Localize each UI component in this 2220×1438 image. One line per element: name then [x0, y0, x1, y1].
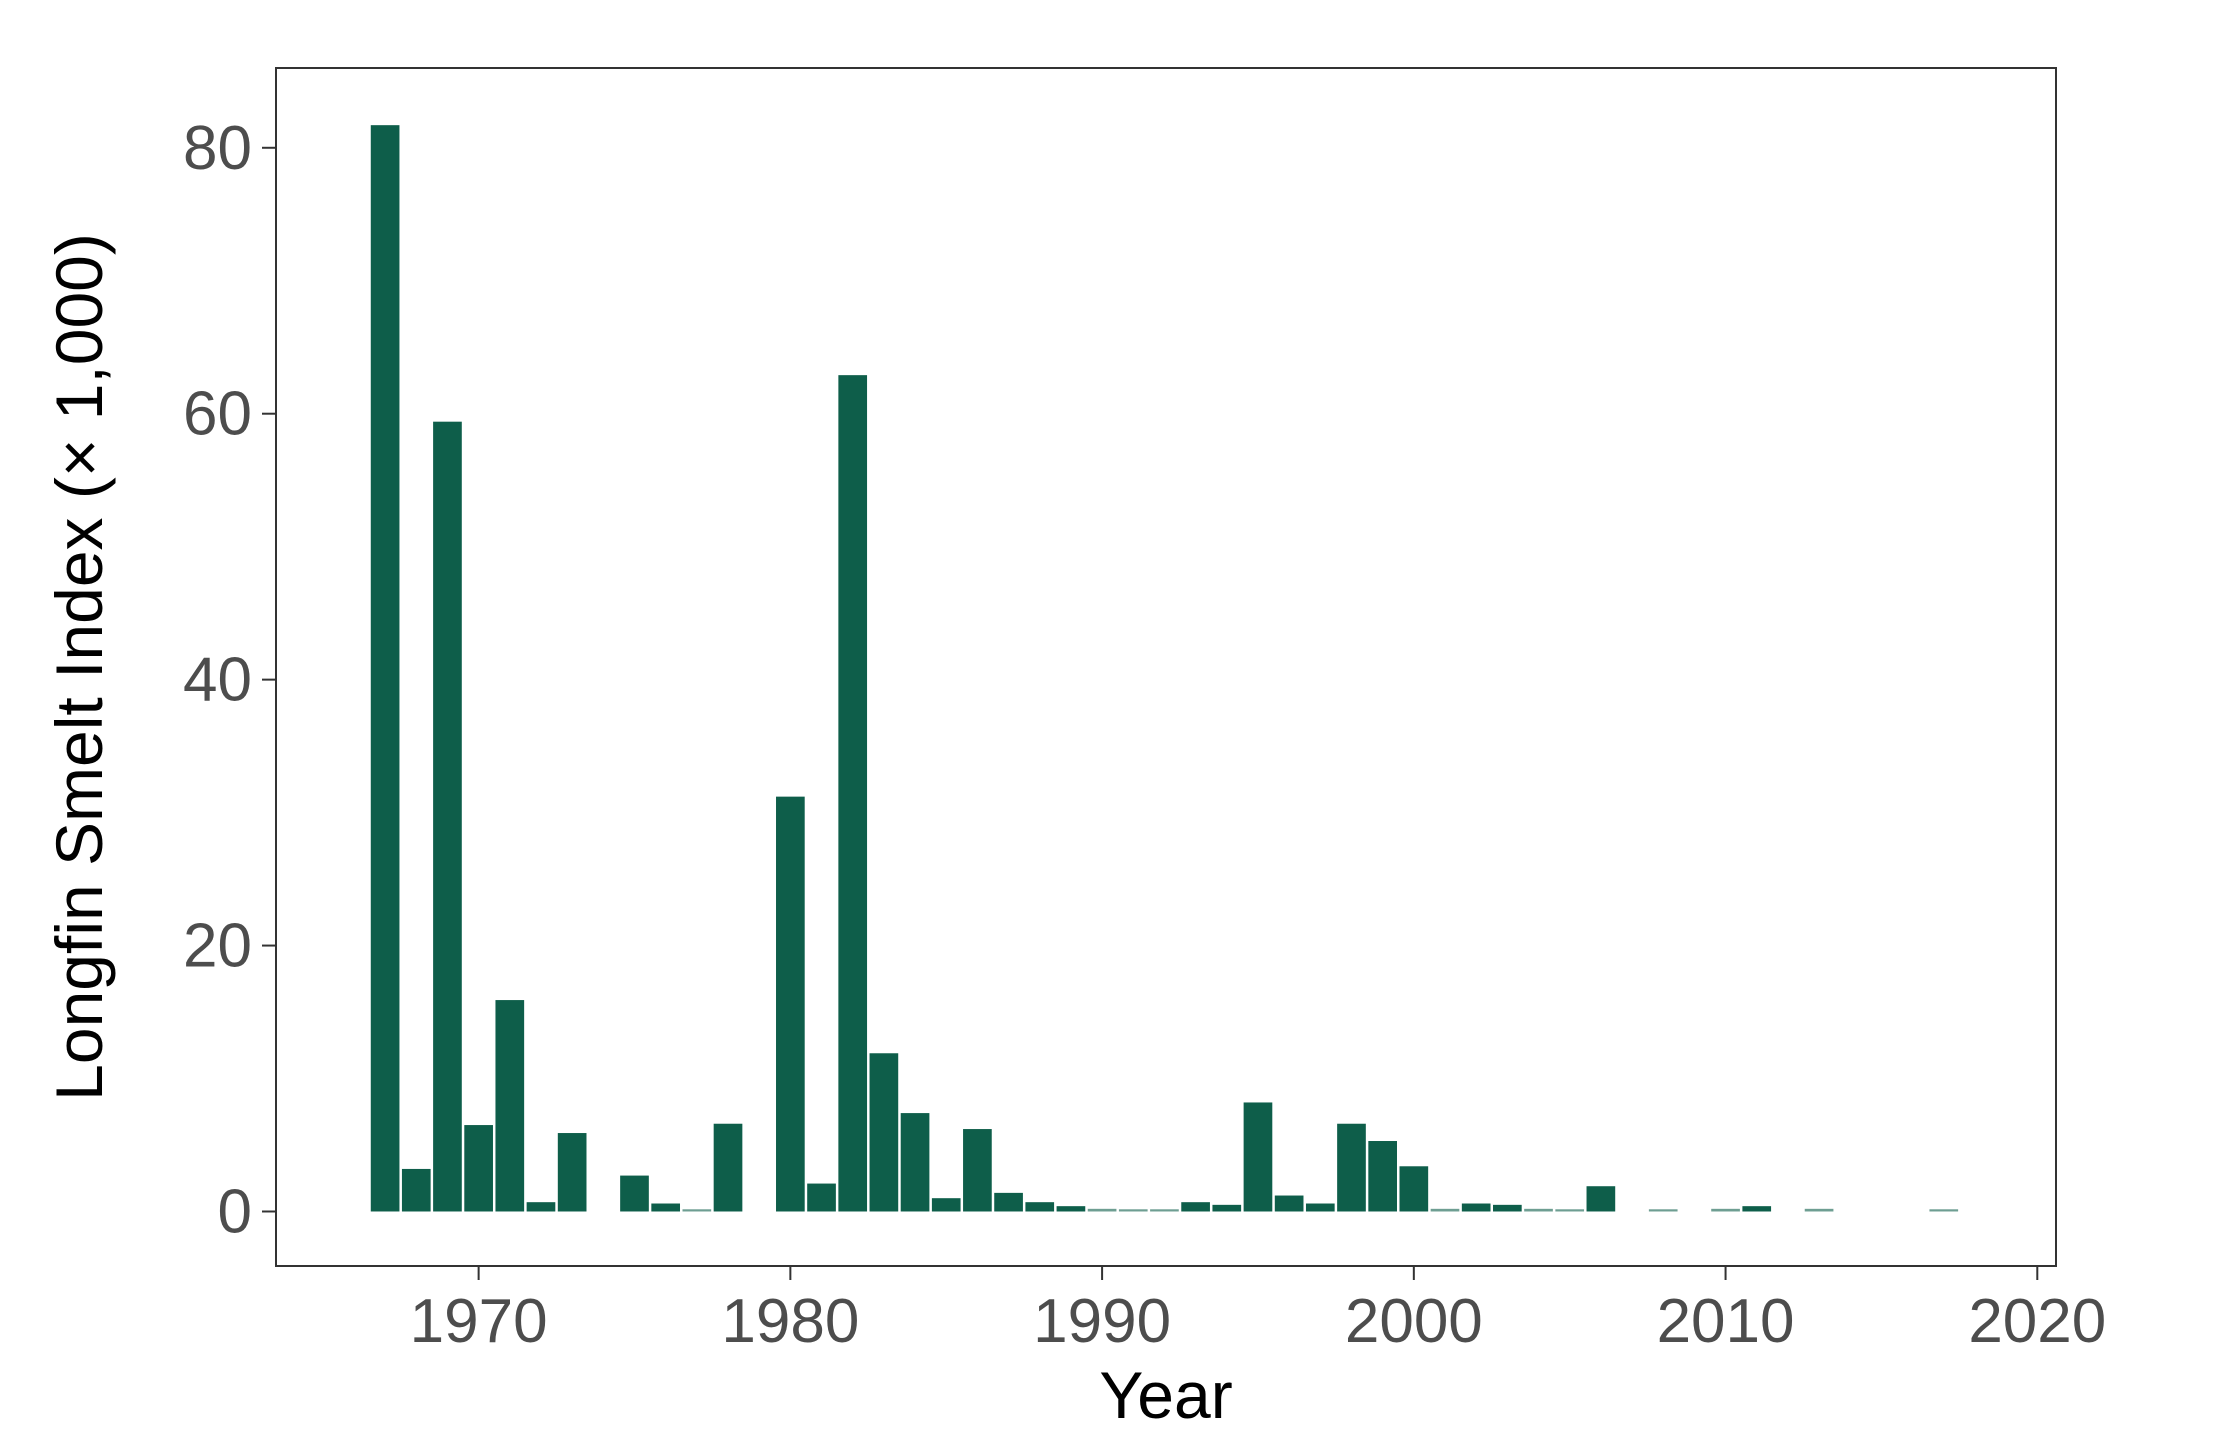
x-axis-title: Year [1099, 1358, 1232, 1432]
bar-1976 [651, 1203, 681, 1212]
bar-1970 [464, 1125, 493, 1212]
plot-panel-border [275, 67, 2057, 1267]
bar-1988 [1025, 1202, 1055, 1212]
bar-2004 [1524, 1208, 1553, 1212]
x-axis: 1970 1980 1990 2000 2010 2020 [410, 1266, 2106, 1356]
bar-1972 [526, 1202, 556, 1212]
x-tick-label: 1990 [1033, 1287, 1171, 1356]
bars [370, 125, 1959, 1212]
bar-2002 [1461, 1203, 1491, 1212]
bar-2010 [1711, 1208, 1740, 1212]
bar-1998 [1337, 1123, 1366, 1212]
bar-1995 [1243, 1102, 1273, 1212]
y-tick-label: 60 [183, 380, 252, 449]
x-tick-label: 2020 [1968, 1287, 2106, 1356]
bar-1987 [994, 1192, 1023, 1212]
bar-1975 [620, 1175, 649, 1212]
x-tick-label: 2010 [1657, 1287, 1795, 1356]
bar-1985 [931, 1198, 961, 1212]
y-tick-label: 0 [218, 1177, 252, 1246]
bar-2008 [1648, 1209, 1678, 1212]
bar-1990 [1087, 1208, 1117, 1212]
bar-1973 [557, 1133, 587, 1212]
bar-2017 [1929, 1209, 1959, 1212]
bar-1986 [963, 1129, 992, 1212]
bar-1992 [1150, 1209, 1179, 1212]
bar-2013 [1804, 1208, 1834, 1212]
bar-1984 [900, 1113, 930, 1212]
bar-2006 [1586, 1186, 1616, 1212]
bar-1983 [869, 1053, 899, 1212]
bar-1996 [1274, 1195, 1304, 1212]
x-tick-label: 1970 [410, 1287, 548, 1356]
bar-2003 [1493, 1204, 1522, 1212]
bar-2005 [1555, 1209, 1585, 1212]
bar-1994 [1212, 1204, 1242, 1212]
bar-1999 [1368, 1141, 1397, 1212]
y-tick-label: 40 [183, 646, 252, 715]
bar-1971 [495, 1000, 525, 1212]
bar-1969 [433, 421, 462, 1212]
bar-1980 [776, 796, 805, 1212]
bar-1977 [682, 1209, 712, 1212]
x-tick-label: 1980 [721, 1287, 859, 1356]
y-tick-label: 80 [183, 114, 252, 183]
bar-1991 [1118, 1209, 1148, 1212]
y-tick-label: 20 [183, 912, 252, 981]
y-axis-title: Longfin Smelt Index (× 1,000) [42, 233, 116, 1101]
bar-1968 [401, 1168, 431, 1212]
bar-1978 [713, 1123, 743, 1212]
bar-1982 [838, 375, 868, 1212]
bar-1989 [1056, 1206, 1086, 1212]
bar-2000 [1399, 1166, 1429, 1212]
bar-1981 [807, 1183, 836, 1212]
y-axis: 0 20 40 60 80 [183, 114, 276, 1246]
bar-2011 [1742, 1206, 1772, 1212]
x-tick-label: 2000 [1345, 1287, 1483, 1356]
bar-1967 [370, 125, 400, 1212]
bar-1993 [1181, 1202, 1210, 1212]
bar-1997 [1305, 1203, 1335, 1212]
bar-2001 [1430, 1208, 1460, 1212]
